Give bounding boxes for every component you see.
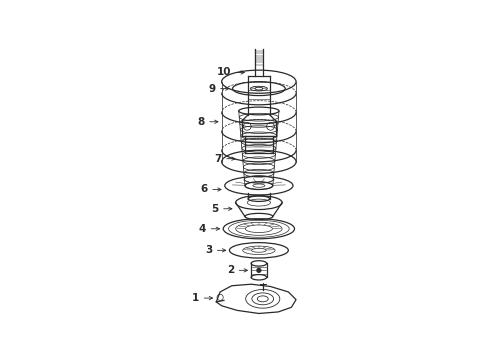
Circle shape (257, 269, 261, 272)
Text: 2: 2 (227, 265, 234, 275)
Text: 7: 7 (214, 154, 221, 164)
Text: 5: 5 (211, 204, 219, 214)
Text: 10: 10 (217, 67, 231, 77)
Text: 8: 8 (197, 117, 205, 127)
Text: 1: 1 (192, 293, 199, 303)
Text: 9: 9 (208, 84, 216, 94)
Text: 3: 3 (205, 245, 212, 255)
Text: 6: 6 (200, 184, 208, 194)
Text: 4: 4 (199, 224, 206, 234)
